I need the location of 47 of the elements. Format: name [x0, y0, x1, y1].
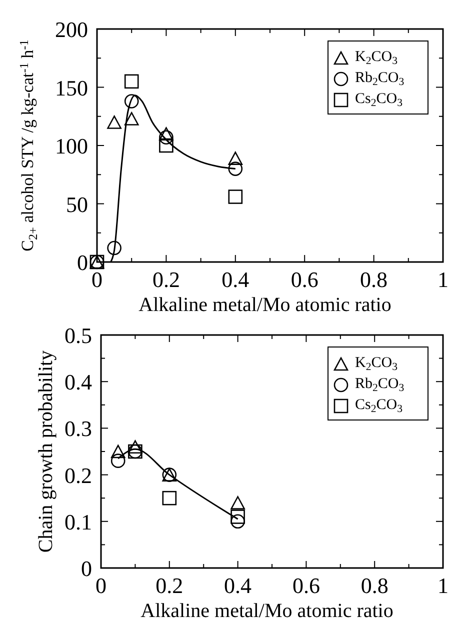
point: [230, 514, 245, 529]
point: [110, 454, 126, 468]
x-tick-label: 0.6: [292, 573, 320, 598]
y-tick-label: 0: [81, 556, 92, 581]
x-tick-label: 0.4: [222, 267, 250, 292]
y-tick-label: 0.2: [64, 462, 92, 488]
point: [159, 138, 174, 153]
legend-label: Rb$_{2}$CO$_{3}$: [355, 376, 404, 394]
y-tick-label: 0.1: [64, 509, 92, 534]
point: [230, 510, 245, 524]
point: [110, 444, 126, 458]
x-tick-label: 0.6: [290, 267, 318, 292]
y-tick-label: 0.5: [64, 323, 92, 348]
point: [230, 496, 245, 510]
x-tick-label: 0.8: [360, 573, 388, 598]
point: [159, 127, 174, 141]
x-tick-label: 1: [438, 267, 448, 292]
y-tick-label: 0.3: [64, 416, 92, 442]
legend-label: K$_{2}$CO$_{3}$: [355, 355, 398, 374]
x-tick-label: 0.2: [152, 267, 180, 292]
legend-label: K$_{2}$CO$_{3}$: [355, 49, 398, 68]
y-tick-label: 0: [77, 250, 88, 275]
point: [124, 74, 139, 89]
point: [107, 116, 122, 129]
y-tick-label: 50: [66, 192, 88, 217]
y-tick-label: 0.4: [64, 370, 92, 395]
y-tick-label: 150: [55, 75, 88, 100]
x-axis-title: Alkaline metal/Mo atomic ratio: [140, 600, 394, 622]
y-tick-label: 200: [55, 17, 88, 42]
point: [124, 112, 139, 126]
y-tick-label: 100: [55, 134, 88, 158]
x-tick-label: 0.8: [360, 267, 388, 292]
point: [162, 490, 177, 506]
legend-label: Cs$_{2}$CO$_{3}$: [355, 397, 402, 416]
y-axis-title: Chain growth probability: [35, 350, 57, 553]
x-tick-label: 0.2: [156, 573, 184, 598]
point: [228, 190, 243, 204]
point: [124, 94, 139, 108]
legend-label: Cs$_{2}$CO$_{3}$: [355, 91, 402, 110]
point: [228, 152, 243, 165]
legend-label: Rb$_{2}$CO$_{3}$: [355, 70, 404, 88]
x-tick-label: 1: [438, 573, 448, 598]
point: [107, 240, 122, 256]
point: [128, 440, 142, 454]
x-tick-label: 0.4: [224, 573, 252, 598]
x-axis-title: Alkaline metal/Mo atomic ratio: [138, 294, 392, 316]
point: [228, 162, 243, 176]
